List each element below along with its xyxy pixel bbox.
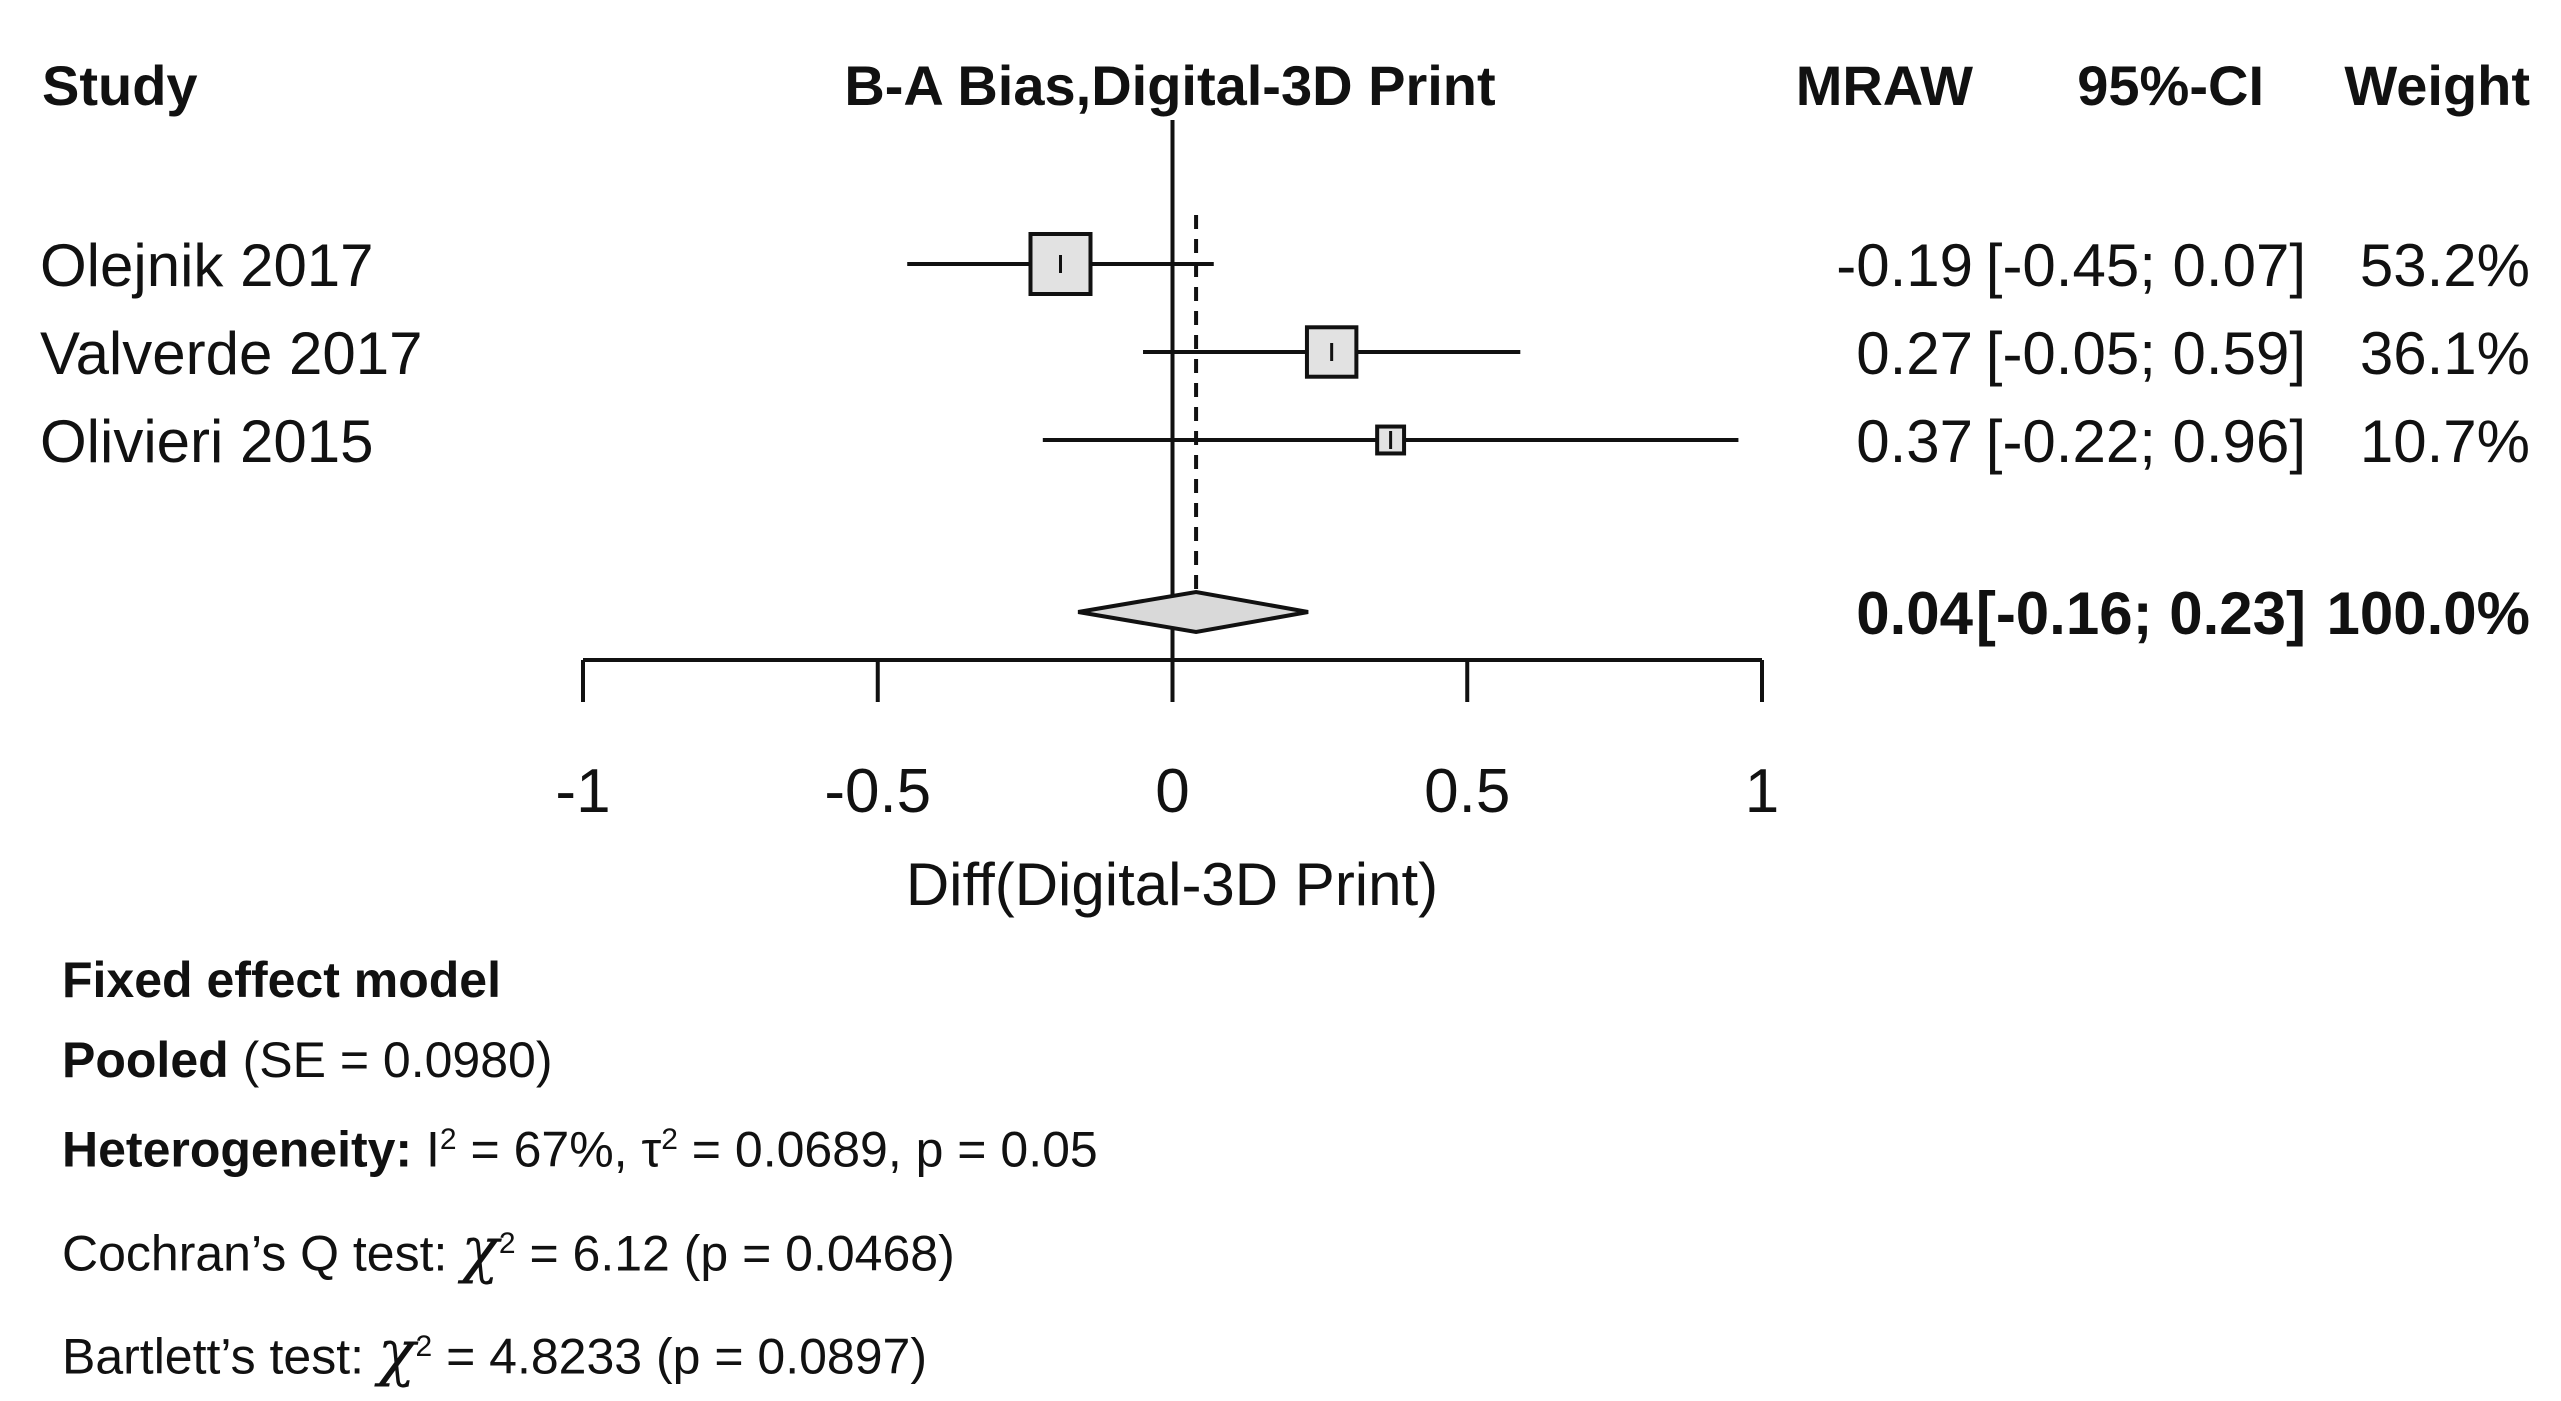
- header-weight: Weight: [2344, 54, 2530, 117]
- cochran-value: = 6.12 (p = 0.0468): [529, 1225, 955, 1282]
- study-ci: [-0.45; 0.07]: [1986, 232, 2306, 299]
- x-tick-label: -0.5: [824, 757, 931, 826]
- i2-superscript: 2: [439, 1123, 457, 1156]
- study-mraw: -0.19: [1836, 232, 1973, 299]
- chi-symbol: χ: [377, 1315, 416, 1389]
- header-study: Study: [42, 54, 198, 117]
- chi-symbol: χ: [461, 1212, 499, 1286]
- header-mraw: MRAW: [1796, 54, 1973, 117]
- study-name: Valverde 2017: [40, 320, 423, 387]
- study-name: Olivieri 2015: [40, 408, 374, 475]
- x-axis-label: Diff(Digital-3D Print): [906, 851, 1438, 918]
- chi-superscript: 2: [498, 1226, 516, 1260]
- tau-value: = 0.0689, p = 0.05: [691, 1121, 1098, 1178]
- cochran-line: Cochran’s Q test: χ2 = 6.12 (p = 0.0468): [62, 1204, 1098, 1294]
- pooled-se: (SE = 0.0980): [242, 1032, 553, 1088]
- study-ci: [-0.05; 0.59]: [1986, 320, 2306, 387]
- header-ci: 95%-CI: [2077, 54, 2264, 117]
- tau-symbol: τ: [641, 1121, 662, 1178]
- bartlett-label: Bartlett’s test:: [62, 1328, 364, 1385]
- plot-area: -1 -0.5 0 0.5 1: [555, 120, 1779, 826]
- study-mraw: 0.37: [1856, 408, 1973, 475]
- x-tick-label: -1: [555, 757, 610, 826]
- pooled-mraw: 0.04: [1856, 580, 1973, 647]
- study-name: Olejnik 2017: [40, 232, 374, 299]
- pooled-diamond: [1077, 589, 1309, 635]
- model-line: Fixed effect model: [62, 940, 1098, 1020]
- x-tick-label: 0: [1155, 757, 1189, 826]
- heterogeneity-line: Heterogeneity: I2 = 67%, τ2 = 0.0689, p …: [62, 1100, 1098, 1190]
- x-tick-label: 1: [1745, 757, 1779, 826]
- study-weight: 36.1%: [2360, 320, 2530, 387]
- bartlett-line: Bartlett’s test: χ2 = 4.8233 (p = 0.0897…: [62, 1307, 1098, 1397]
- cochran-label: Cochran’s Q test:: [62, 1225, 448, 1282]
- pooled-ci: [-0.16; 0.23]: [1976, 580, 2306, 647]
- x-tick-label: 0.5: [1424, 757, 1510, 826]
- tau-superscript: 2: [661, 1123, 678, 1156]
- pooled-line: Pooled (SE = 0.0980): [62, 1020, 1098, 1100]
- chi-superscript: 2: [415, 1330, 433, 1364]
- study-weight: 10.7%: [2360, 408, 2530, 475]
- pooled-label: Pooled: [62, 1032, 229, 1088]
- i2-symbol: I: [425, 1121, 440, 1178]
- bartlett-value: = 4.8233 (p = 0.0897): [446, 1328, 927, 1385]
- study-mraw: 0.27: [1856, 320, 1973, 387]
- forest-plot: Study B-A Bias,Digital-3D Print MRAW 95%…: [40, 54, 2530, 918]
- study-weight: 53.2%: [2360, 232, 2530, 299]
- model-label: Fixed effect model: [62, 952, 501, 1008]
- plot-title: B-A Bias,Digital-3D Print: [844, 54, 1495, 117]
- heterogeneity-label: Heterogeneity:: [62, 1121, 413, 1178]
- statistics-panel: Fixed effect model Pooled (SE = 0.0980) …: [62, 940, 1098, 1397]
- study-ci: [-0.22; 0.96]: [1986, 408, 2306, 475]
- study-rows: Olejnik 2017 -0.19 [-0.45; 0.07] 53.2% Valve…: [40, 232, 2530, 647]
- i2-value: = 67%,: [470, 1121, 642, 1178]
- pooled-weight: 100.0%: [2327, 580, 2531, 647]
